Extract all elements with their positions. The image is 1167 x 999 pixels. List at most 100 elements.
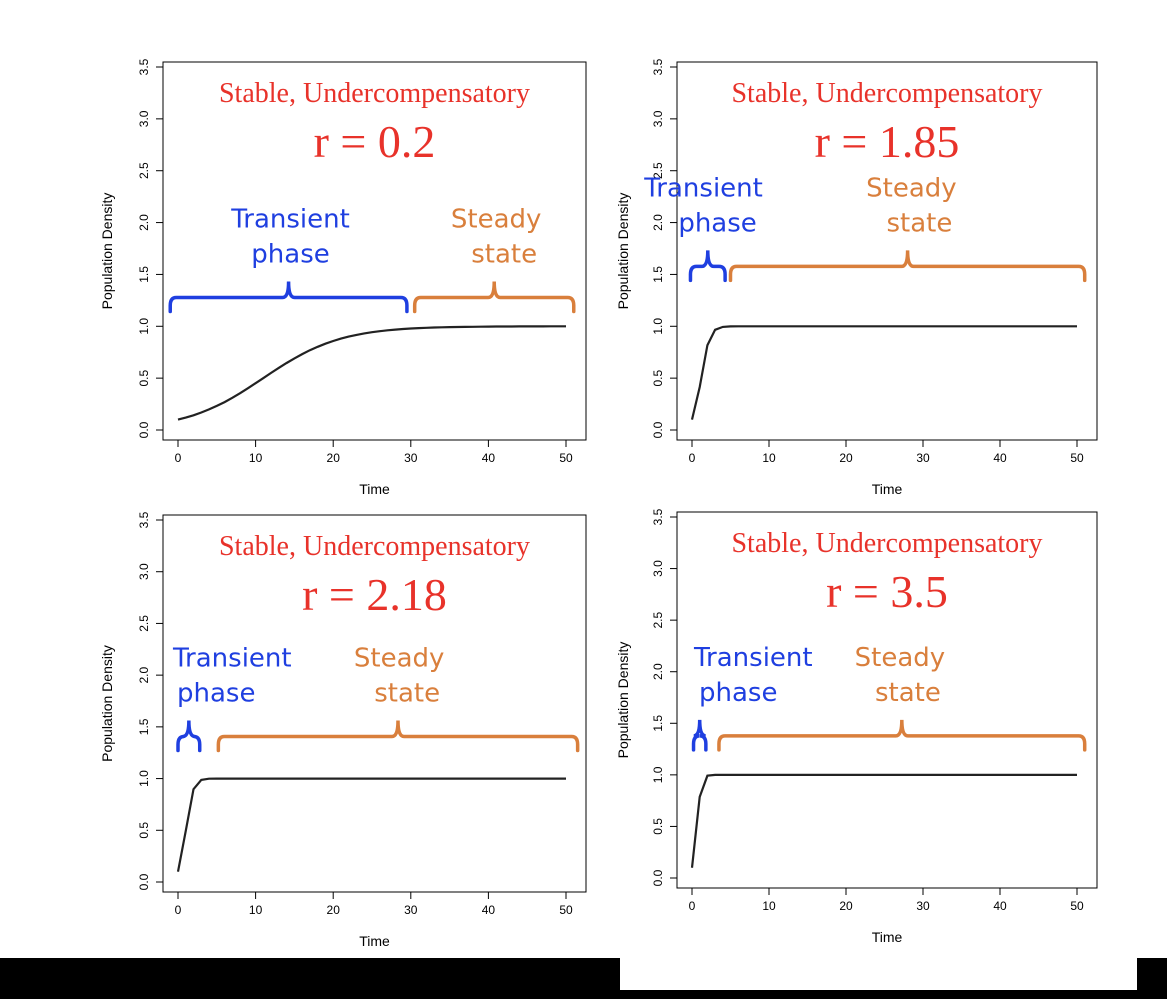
y-tick-label: 1.5	[651, 266, 665, 283]
y-tick-label: 0.0	[137, 421, 151, 438]
y-tick-label: 3.0	[137, 110, 151, 127]
y-axis-label: Population Density	[99, 193, 115, 310]
x-tick-label: 30	[404, 903, 418, 917]
transient-label-line2: phase	[678, 208, 756, 238]
transient-label-line1: Transient	[172, 643, 292, 673]
chart-panel-4: 0 10 20 30 40 50 0.0 0.5 1.0 1.5 2.0 2.5 3.0 3.5 Time P…	[615, 508, 1098, 945]
chart-title: Stable, Undercompensatory	[731, 78, 1042, 109]
steady-bracket	[412, 281, 576, 314]
bottom-bar	[0, 958, 620, 999]
steady-label-line2: state	[374, 678, 440, 708]
y-tick-label: 2.5	[651, 611, 665, 628]
population-curve	[177, 325, 566, 421]
chart-subtitle: r = 3.5	[826, 566, 948, 617]
y-tick-label: 1.5	[137, 718, 151, 735]
x-tick-label: 50	[1070, 451, 1084, 465]
steady-label-line1: Steady	[451, 205, 542, 235]
x-tick-label: 30	[916, 899, 930, 913]
y-tick-label: 2.5	[137, 162, 151, 179]
y-tick-label: 1.0	[137, 770, 151, 787]
x-tick-label: 0	[689, 899, 696, 913]
x-tick-label: 20	[839, 899, 853, 913]
x-axis-label: Time	[359, 933, 390, 949]
x-axis-label: Time	[359, 481, 390, 497]
x-tick-label: 40	[482, 451, 496, 465]
steady-label-line2: state	[471, 240, 537, 270]
transient-label-line2: phase	[699, 678, 777, 708]
x-tick-label: 30	[916, 451, 930, 465]
steady-bracket	[717, 719, 1087, 752]
x-tick-label: 0	[175, 451, 182, 465]
x-tick-label: 10	[762, 451, 776, 465]
y-tick-label: 0.5	[137, 369, 151, 386]
y-tick-label: 0.0	[137, 873, 151, 890]
y-tick-label: 1.0	[651, 766, 665, 783]
transient-bracket	[688, 250, 727, 283]
steady-bracket	[728, 250, 1087, 283]
y-tick-label: 1.5	[137, 266, 151, 283]
x-tick-label: 50	[1070, 899, 1084, 913]
x-tick-label: 40	[482, 903, 496, 917]
transient-label-line1: Transient	[693, 643, 813, 673]
plot-frame	[162, 514, 587, 893]
chart-panel-3: 0 10 20 30 40 50 0.0 0.5 1.0 1.5 2.0 2.5 3.0 3.5 Time P…	[99, 511, 587, 949]
x-tick-label: 20	[327, 903, 341, 917]
x-tick-label: 30	[404, 451, 418, 465]
y-tick-label: 2.0	[651, 214, 665, 231]
transient-label-line2: phase	[251, 240, 329, 270]
x-tick-label: 20	[839, 451, 853, 465]
steady-label-line1: Steady	[855, 643, 946, 673]
y-tick-label: 2.0	[651, 663, 665, 680]
y-axis-label: Population Density	[615, 193, 631, 310]
x-tick-label: 0	[175, 903, 182, 917]
y-tick-label: 1.0	[137, 318, 151, 335]
transient-label-line1: Transient	[643, 173, 763, 203]
x-tick-label: 50	[559, 451, 573, 465]
chart-title: Stable, Undercompensatory	[731, 528, 1042, 559]
x-tick-label: 10	[249, 903, 263, 917]
transient-bracket	[176, 720, 202, 753]
steady-label-line2: state	[875, 678, 941, 708]
transient-label-line2: phase	[177, 678, 255, 708]
y-tick-label: 1.5	[651, 715, 665, 732]
y-tick-label: 2.0	[137, 666, 151, 683]
y-tick-label: 0.5	[137, 822, 151, 839]
y-tick-label: 3.5	[137, 58, 151, 75]
y-tick-label: 0.0	[651, 869, 665, 886]
plot-frame	[676, 511, 1098, 889]
y-tick-label: 3.5	[651, 58, 665, 75]
y-tick-label: 2.5	[651, 162, 665, 179]
x-tick-label: 40	[993, 451, 1007, 465]
y-tick-label: 2.0	[137, 214, 151, 231]
y-axis-label: Population Density	[615, 642, 631, 759]
x-tick-label: 10	[762, 899, 776, 913]
chart-title: Stable, Undercompensatory	[219, 531, 530, 562]
chart-title: Stable, Undercompensatory	[219, 78, 530, 109]
y-tick-label: 3.5	[651, 508, 665, 525]
population-curve	[690, 325, 1077, 420]
chart-panel-1: 0 10 20 30 40 50 0.0 0.5 1.0 1.5 2.0 2.5 3.0 3.5 Time P…	[99, 58, 587, 497]
x-axis-label: Time	[872, 481, 903, 497]
y-tick-label: 0.0	[651, 421, 665, 438]
x-tick-label: 40	[993, 899, 1007, 913]
transient-label-line1: Transient	[230, 205, 350, 235]
population-curve	[176, 777, 566, 872]
bottom-bar	[620, 990, 1167, 999]
x-tick-label: 0	[689, 451, 696, 465]
transient-bracket	[168, 281, 409, 314]
y-tick-label: 3.0	[651, 560, 665, 577]
y-tick-label: 3.5	[137, 511, 151, 528]
y-tick-label: 2.5	[137, 615, 151, 632]
x-axis-label: Time	[872, 929, 903, 945]
chart-subtitle: r = 1.85	[815, 116, 960, 167]
y-axis-label: Population Density	[99, 645, 115, 762]
chart-subtitle: r = 0.2	[314, 116, 436, 167]
plot-frame	[676, 61, 1098, 441]
steady-bracket	[216, 720, 580, 753]
x-tick-label: 20	[327, 451, 341, 465]
steady-label-line1: Steady	[354, 643, 445, 673]
y-tick-label: 3.0	[137, 563, 151, 580]
chart-subtitle: r = 2.18	[302, 569, 447, 620]
y-tick-label: 0.5	[651, 818, 665, 835]
